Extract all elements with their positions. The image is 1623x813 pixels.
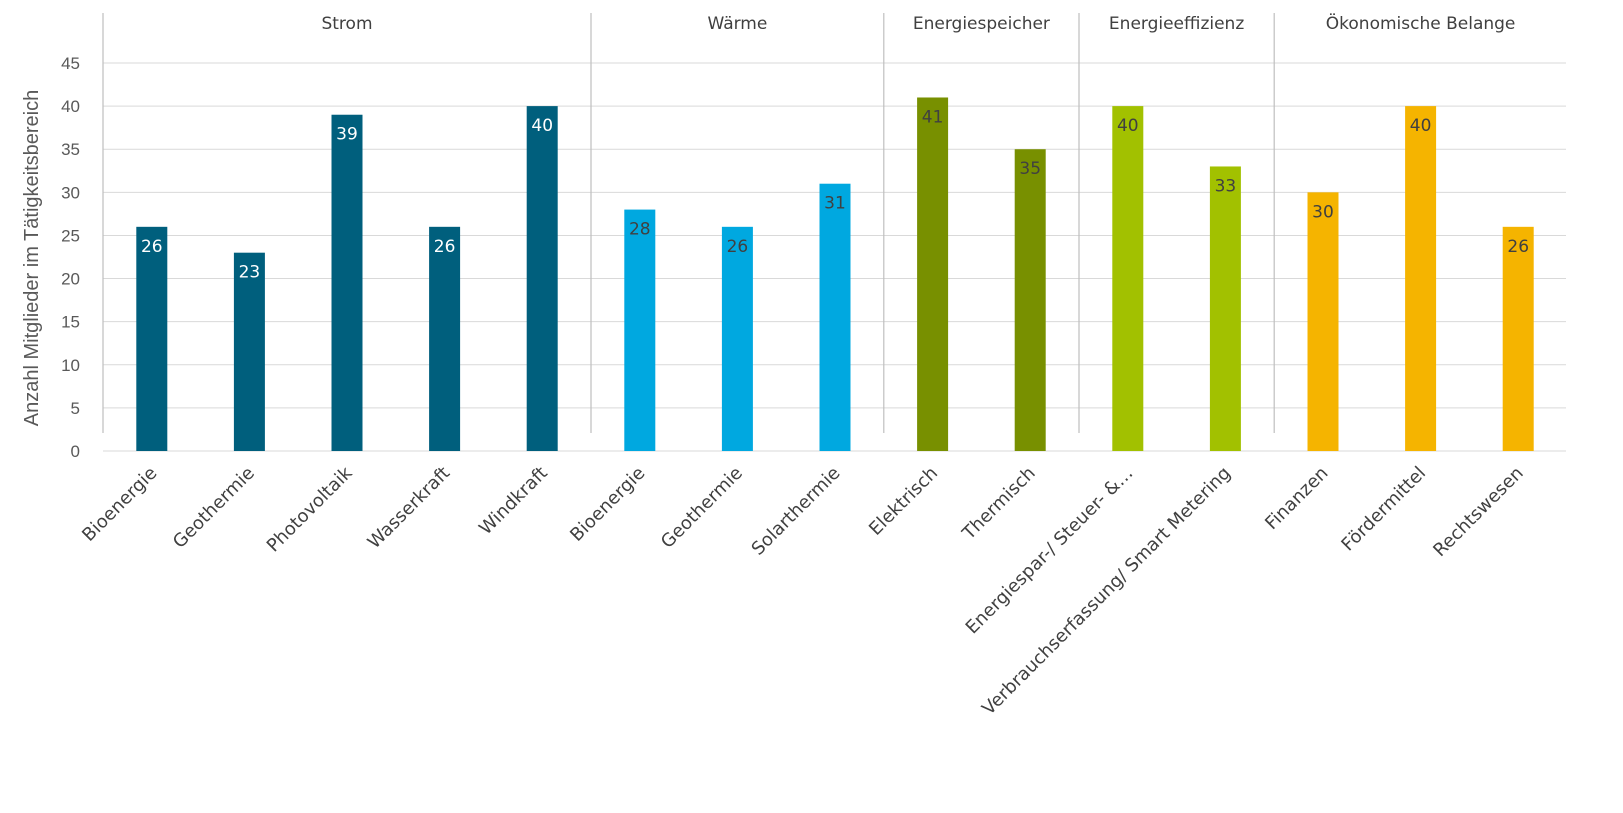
y-axis-label: Anzahl Mitglieder im Tätigkeitsbereich: [21, 90, 43, 426]
data-label: 40: [531, 116, 553, 136]
data-label: 26: [434, 237, 456, 257]
data-label: 41: [922, 107, 944, 127]
x-tick-label: Rechtswesen: [1429, 463, 1527, 561]
y-tick-label: 40: [61, 97, 80, 116]
group-labels: Strom Wärme Energiespeicher Energieeffizien…: [321, 12, 1515, 34]
group-label: Energieeffizienz: [1109, 14, 1244, 34]
x-axis-ticks: Bioenergie Geothermie Photovoltaik Wasserkr…: [78, 462, 1527, 719]
y-tick-label: 20: [61, 270, 80, 289]
x-tick-label: Thermisch: [958, 463, 1040, 545]
data-label: 26: [1507, 237, 1529, 257]
data-label: 28: [629, 220, 651, 240]
bar: [526, 106, 558, 451]
x-tick-label: Finanzen: [1261, 463, 1332, 534]
bar: [721, 226, 753, 451]
group-label: Wärme: [707, 14, 767, 34]
data-label: 23: [239, 263, 261, 283]
data-label: 40: [1410, 116, 1432, 136]
bar: [1112, 106, 1144, 451]
bar: [331, 114, 363, 451]
data-label: 26: [727, 237, 749, 257]
data-label: 26: [141, 237, 163, 257]
bar: [1405, 106, 1437, 451]
y-tick-label: 45: [61, 54, 80, 73]
bar: [917, 97, 949, 451]
data-label: 33: [1215, 176, 1237, 196]
data-label: 30: [1312, 202, 1334, 222]
x-tick-label: Solarthermie: [748, 463, 845, 560]
bar: [1014, 149, 1046, 451]
bar: [429, 226, 461, 451]
bar: [819, 183, 851, 451]
x-tick-label: Bioenergie: [566, 463, 649, 546]
data-label: 40: [1117, 116, 1139, 136]
x-tick-label: Geothermie: [169, 463, 259, 553]
y-tick-label: 15: [61, 313, 80, 332]
group-separators: [102, 13, 1275, 433]
group-label: Ökonomische Belange: [1326, 12, 1516, 34]
data-label: 39: [336, 125, 358, 145]
x-tick-label: Elektrisch: [865, 463, 942, 540]
data-labels: 26 23 39 26 40 28 26 31 41 35 40 33 30 40 26: [141, 107, 1529, 282]
x-tick-label: Energiespar-/ Steuer- &…: [962, 463, 1138, 639]
x-tick-label: Bioenergie: [78, 463, 161, 546]
x-tick-label: Photovoltaik: [263, 462, 357, 556]
x-tick-label: Windkraft: [475, 463, 551, 539]
y-tick-label: 30: [61, 183, 80, 202]
data-label: 35: [1019, 159, 1041, 179]
bar: [1307, 192, 1339, 452]
group-label: Strom: [321, 14, 372, 34]
bar: [1209, 166, 1241, 451]
bars: [136, 97, 1534, 452]
y-tick-label: 10: [61, 356, 80, 375]
y-tick-label: 35: [61, 140, 80, 159]
y-tick-label: 5: [71, 399, 80, 418]
bar: [233, 252, 265, 451]
y-tick-label: 25: [61, 226, 80, 245]
bar: [624, 209, 656, 451]
bar: [1502, 226, 1534, 451]
x-tick-label: Wasserkraft: [364, 463, 454, 553]
bar: [136, 226, 168, 451]
x-tick-label: Geothermie: [657, 463, 747, 553]
group-label: Energiespeicher: [913, 14, 1050, 34]
y-axis-ticks: 0 5 10 15 20 25 30 35 40 45: [61, 54, 80, 461]
data-label: 31: [824, 194, 846, 214]
x-tick-label: Fördermittel: [1337, 463, 1430, 556]
y-tick-label: 0: [71, 442, 80, 461]
